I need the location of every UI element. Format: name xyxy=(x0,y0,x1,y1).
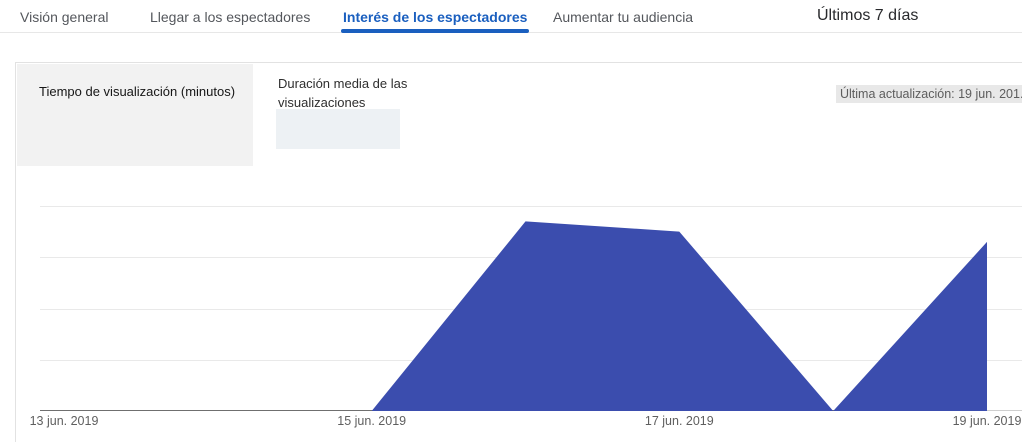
x-axis-labels: 13 jun. 2019 15 jun. 2019 17 jun. 2019 19 j… xyxy=(30,414,1022,430)
x-tick-label: 15 jun. 2019 xyxy=(337,414,407,428)
date-range-label: Últimos 7 días xyxy=(817,7,919,24)
tab-interes-de-los-espectadores[interactable]: Interés de los espectadores xyxy=(340,0,530,33)
area-chart-svg xyxy=(64,221,987,411)
tab-aumentar-tu-audiencia[interactable]: Aumentar tu audiencia xyxy=(553,0,693,33)
metric-label: Tiempo de visualización (minutos) xyxy=(39,84,236,99)
metric-label: Duración media de las visualizaciones xyxy=(278,76,408,110)
gridline xyxy=(40,206,1022,207)
x-tick-label: 13 jun. 2019 xyxy=(29,414,99,428)
last-update-text: Última actualización: 19 jun. 201. xyxy=(836,85,1022,103)
tab-vision-general[interactable]: Visión general xyxy=(20,0,108,33)
x-tick-label: 17 jun. 2019 xyxy=(644,414,714,428)
tab-label: Visión general xyxy=(20,8,109,25)
area-series xyxy=(64,221,987,411)
watch-time-area-chart[interactable] xyxy=(40,165,1022,411)
analytics-tabbar: Visión general Llegar a los espectadores… xyxy=(0,0,1022,33)
metric-tab-avg-view-duration[interactable]: Duración media de las visualizaciones xyxy=(256,64,436,166)
tab-label: Aumentar tu audiencia xyxy=(553,8,694,25)
metric-tab-watch-time[interactable]: Tiempo de visualización (minutos) xyxy=(17,64,253,166)
tab-llegar-a-los-espectadores[interactable]: Llegar a los espectadores xyxy=(150,0,310,33)
x-axis-line-extension xyxy=(987,410,1022,411)
date-range-selector[interactable]: Últimos 7 días xyxy=(817,0,918,32)
tab-label: Interés de los espectadores xyxy=(343,8,528,25)
tab-label: Llegar a los espectadores xyxy=(150,8,311,25)
metric-value-placeholder xyxy=(276,109,400,149)
x-tick-label: 19 jun. 2019 xyxy=(952,414,1022,428)
